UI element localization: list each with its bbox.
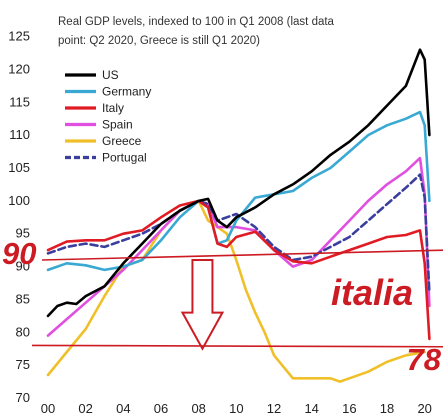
legend: US Germany Italy Spain Greece Portugal [65,68,151,165]
y-tick-label: 115 [9,94,30,109]
x-tick-label: 12 [267,401,281,416]
series-lines [46,48,431,383]
legend-label-germany: Germany [102,85,151,99]
x-tick-label: 14 [304,401,318,416]
legend-label-us: US [102,68,119,82]
y-tick-label: 70 [16,390,30,405]
series-line-portugal [46,173,431,295]
chart-title-line2: point: Q2 2020, Greece is still Q1 2020) [58,35,260,47]
legend-label-portugal: Portugal [102,151,147,165]
down-arrow-icon [180,259,225,351]
x-axis-ticks: 00 02 04 06 08 10 12 14 16 18 20 [41,401,432,416]
y-tick-label: 95 [16,226,30,241]
annotation-label-78: 78 [407,342,442,377]
x-tick-label: 20 [417,401,431,416]
level-line-90 [41,249,443,261]
x-tick-label: 04 [116,401,130,416]
chart-title-line1: Real GDP levels, indexed to 100 in Q1 20… [58,16,335,28]
legend-label-spain: Spain [102,118,133,132]
y-tick-label: 110 [9,127,30,142]
series-line-germany [46,110,431,272]
y-tick-label: 105 [8,160,30,175]
x-tick-label: 02 [78,401,92,416]
chart-title: Real GDP levels, indexed to 100 in Q1 20… [58,16,335,47]
series-line-italy [46,199,431,341]
y-tick-label: 100 [8,193,30,208]
y-axis-ticks: 70 75 80 85 90 95 100 105 110 115 120 125 [8,29,30,405]
y-tick-label: 120 [8,61,30,76]
x-tick-label: 06 [154,401,168,416]
level-line-78 [31,344,443,348]
y-tick-label: 90 [16,259,30,274]
legend-label-greece: Greece [102,134,142,148]
x-tick-label: 00 [41,401,55,416]
y-tick-label: 125 [8,29,30,44]
series-line-spain [46,156,431,337]
legend-label-italy: Italy [102,101,124,115]
annotation-label-90: 90 [2,236,36,271]
x-tick-label: 10 [229,401,243,416]
x-tick-label: 18 [380,401,394,416]
y-tick-label: 85 [16,291,30,306]
series-line-us [46,48,431,318]
y-tick-label: 80 [16,324,30,339]
x-tick-label: 16 [342,401,356,416]
annotations: 90 78 italia [2,236,443,377]
y-tick-label: 75 [16,357,30,372]
annotation-label-italia: italia [331,272,413,313]
x-tick-label: 08 [191,401,205,416]
